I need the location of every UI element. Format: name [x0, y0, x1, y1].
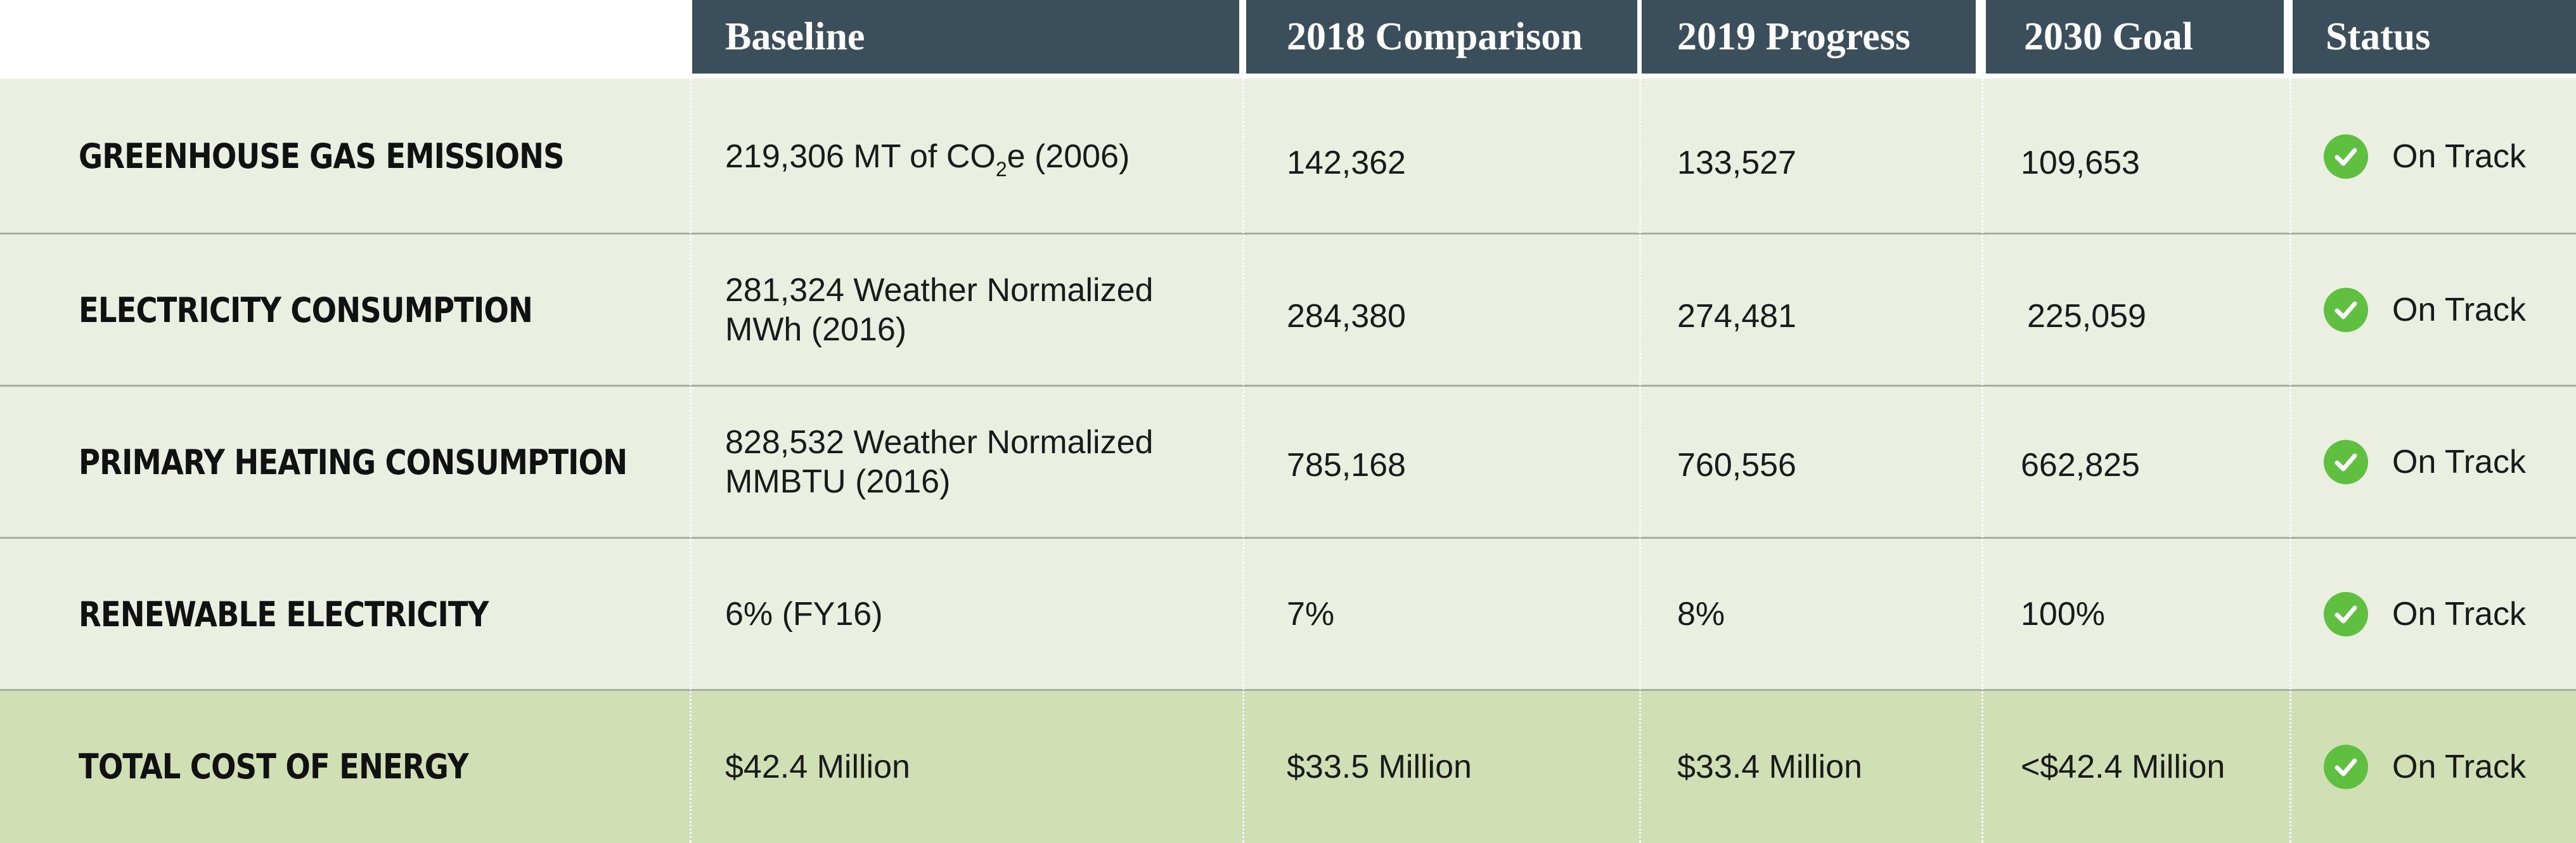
status-text: On Track	[2392, 444, 2526, 480]
baseline-value: 828,532 Weather Normalized MMBTU (2016)	[725, 386, 1232, 538]
header-2018-comparison: 2018 Comparison	[1246, 0, 1637, 74]
check-circle-icon	[2324, 592, 2368, 636]
row-divider	[0, 537, 2576, 539]
row-label: RENEWABLE ELECTRICITY	[79, 594, 489, 634]
progress-2019-value: $33.4 Million	[1677, 748, 1862, 785]
baseline-line: MWh (2016)	[725, 311, 907, 348]
row-divider	[0, 689, 2576, 691]
header-baseline: Baseline	[692, 0, 1239, 74]
check-circle-icon	[2324, 440, 2368, 484]
row-background	[0, 386, 2576, 538]
row-label: PRIMARY HEATING CONSUMPTION	[79, 442, 628, 482]
progress-2019-value: 133,527	[1677, 144, 1796, 181]
header-2019-progress: 2019 Progress	[1642, 0, 1976, 74]
header-2030-goal: 2030 Goal	[1986, 0, 2284, 74]
row-label: ELECTRICITY CONSUMPTION	[79, 290, 533, 330]
status-cell: On Track	[2324, 538, 2526, 690]
baseline-line: 828,532 Weather Normalized	[725, 424, 1154, 461]
total-row-background	[0, 690, 2576, 843]
progress-2019-value: 274,481	[1677, 298, 1796, 335]
column-divider	[1981, 79, 1983, 843]
status-cell: On Track	[2324, 234, 2526, 386]
check-circle-icon	[2324, 288, 2368, 332]
check-circle-icon	[2324, 744, 2368, 789]
comparison-2018-value: 284,380	[1287, 298, 1406, 335]
column-divider	[1242, 79, 1244, 843]
comparison-2018-value: 142,362	[1287, 144, 1406, 181]
progress-2019-value: 760,556	[1677, 447, 1796, 484]
row-background	[0, 538, 2576, 690]
column-divider	[690, 79, 692, 843]
row-label: GREENHOUSE GAS EMISSIONS	[79, 136, 565, 176]
baseline-value: 281,324 Weather Normalized MWh (2016)	[725, 234, 1232, 386]
status-text: On Track	[2392, 596, 2526, 633]
status-cell: On Track	[2324, 386, 2526, 538]
status-text: On Track	[2392, 138, 2526, 175]
row-background	[0, 234, 2576, 386]
status-cell: On Track	[2324, 690, 2526, 843]
goal-2030-value: 225,059	[2027, 298, 2146, 335]
goal-2030-value: 100%	[2021, 596, 2105, 633]
baseline-value: $42.4 Million	[725, 748, 910, 785]
baseline-value: 219,306 MT of CO2e (2006)	[725, 79, 1232, 234]
check-circle-icon	[2324, 134, 2368, 179]
row-divider	[0, 385, 2576, 387]
status-text: On Track	[2392, 292, 2526, 328]
row-divider	[0, 233, 2576, 235]
baseline-text: 219,306 MT of CO2e (2006)	[725, 138, 1130, 181]
goal-2030-value: <$42.4 Million	[2021, 748, 2225, 785]
status-text: On Track	[2392, 748, 2526, 785]
goal-2030-value: 109,653	[2021, 144, 2140, 181]
baseline-value: 6% (FY16)	[725, 596, 883, 633]
comparison-2018-value: 785,168	[1287, 447, 1406, 484]
baseline-line: 281,324 Weather Normalized	[725, 272, 1154, 309]
header-status: Status	[2293, 0, 2576, 74]
progress-2019-value: 8%	[1677, 596, 1725, 633]
status-cell: On Track	[2324, 79, 2526, 234]
column-divider	[2289, 79, 2291, 843]
comparison-2018-value: $33.5 Million	[1287, 748, 1472, 785]
row-background	[0, 79, 2576, 234]
baseline-line: MMBTU (2016)	[725, 463, 951, 500]
comparison-2018-value: 7%	[1287, 596, 1335, 633]
goal-2030-value: 662,825	[2021, 447, 2140, 484]
row-label: TOTAL COST OF ENERGY	[79, 747, 469, 787]
column-divider	[1639, 79, 1641, 843]
